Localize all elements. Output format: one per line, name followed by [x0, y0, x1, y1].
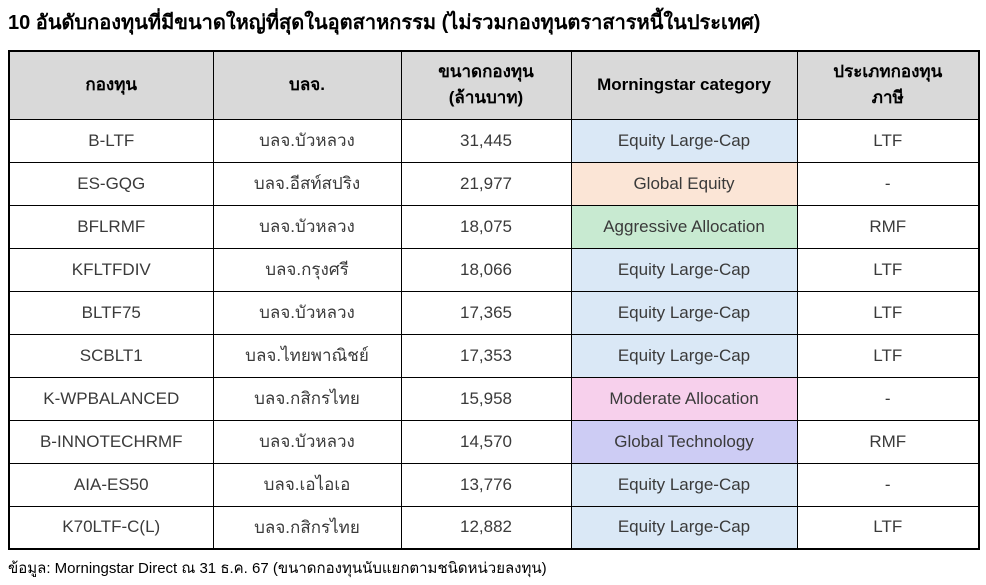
table-body: B-LTF บลจ.บัวหลวง 31,445 Equity Large-Ca… — [8, 118, 980, 550]
fund-size-cell: 17,353 — [400, 333, 572, 378]
column-header-tax-type: ประเภทกองทุน ภาษี — [796, 50, 980, 120]
tax-type-cell: LTF — [796, 118, 980, 163]
tax-type-cell: - — [796, 376, 980, 421]
amc-cell: บลจ.บัวหลวง — [212, 419, 402, 464]
fund-name-cell: BLTF75 — [8, 290, 214, 335]
amc-cell: บลจ.เอไอเอ — [212, 462, 402, 507]
table-row: BLTF75 บลจ.บัวหลวง 17,365 Equity Large-C… — [8, 290, 980, 335]
column-header-size-line2: (ล้านบาท) — [448, 88, 524, 108]
category-cell: Moderate Allocation — [570, 376, 798, 421]
category-cell: Equity Large-Cap — [570, 118, 798, 163]
table-header: กองทุน บลจ. ขนาดกองทุน (ล้านบาท) Morning… — [8, 50, 980, 120]
page-title: 10 อันดับกองทุนที่มีขนาดใหญ่ที่สุดในอุตส… — [8, 12, 761, 34]
fund-size-cell: 12,882 — [400, 505, 572, 550]
column-header-amc: บลจ. — [212, 50, 402, 120]
amc-cell: บลจ.บัวหลวง — [212, 290, 402, 335]
tax-type-cell: LTF — [796, 290, 980, 335]
column-header-category: Morningstar category — [570, 50, 798, 120]
header-row: กองทุน บลจ. ขนาดกองทุน (ล้านบาท) Morning… — [8, 50, 980, 120]
fund-size-cell: 15,958 — [400, 376, 572, 421]
fund-name-cell: K-WPBALANCED — [8, 376, 214, 421]
category-cell: Aggressive Allocation — [570, 204, 798, 249]
category-cell: Equity Large-Cap — [570, 462, 798, 507]
table-row: K-WPBALANCED บลจ.กสิกรไทย 15,958 Moderat… — [8, 376, 980, 421]
fund-name-cell: SCBLT1 — [8, 333, 214, 378]
tax-type-cell: - — [796, 161, 980, 206]
column-header-tax-line2: ภาษี — [871, 88, 904, 108]
fund-size-cell: 13,776 — [400, 462, 572, 507]
category-cell: Equity Large-Cap — [570, 505, 798, 550]
category-cell: Global Technology — [570, 419, 798, 464]
tax-type-cell: RMF — [796, 419, 980, 464]
fund-size-cell: 21,977 — [400, 161, 572, 206]
fund-name-cell: B-INNOTECHRMF — [8, 419, 214, 464]
fund-name-cell: B-LTF — [8, 118, 214, 163]
category-cell: Equity Large-Cap — [570, 333, 798, 378]
fund-size-cell: 18,066 — [400, 247, 572, 292]
table-row: KFLTFDIV บลจ.กรุงศรี 18,066 Equity Large… — [8, 247, 980, 292]
source-note: ข้อมูล: Morningstar Direct ณ 31 ธ.ค. 67 … — [8, 560, 547, 577]
table-row: ES-GQG บลจ.อีสท์สปริง 21,977 Global Equi… — [8, 161, 980, 206]
amc-cell: บลจ.ไทยพาณิชย์ — [212, 333, 402, 378]
fund-size-cell: 14,570 — [400, 419, 572, 464]
tax-type-cell: LTF — [796, 333, 980, 378]
column-header-fund: กองทุน — [8, 50, 214, 120]
category-cell: Equity Large-Cap — [570, 290, 798, 335]
tax-type-cell: - — [796, 462, 980, 507]
amc-cell: บลจ.กสิกรไทย — [212, 505, 402, 550]
tax-type-cell: RMF — [796, 204, 980, 249]
tax-type-cell: LTF — [796, 247, 980, 292]
amc-cell: บลจ.กสิกรไทย — [212, 376, 402, 421]
column-header-size: ขนาดกองทุน (ล้านบาท) — [400, 50, 572, 120]
category-cell: Global Equity — [570, 161, 798, 206]
table-row: SCBLT1 บลจ.ไทยพาณิชย์ 17,353 Equity Larg… — [8, 333, 980, 378]
table-row: BFLRMF บลจ.บัวหลวง 18,075 Aggressive All… — [8, 204, 980, 249]
fund-name-cell: AIA-ES50 — [8, 462, 214, 507]
tax-type-cell: LTF — [796, 505, 980, 550]
table-row: B-INNOTECHRMF บลจ.บัวหลวง 14,570 Global … — [8, 419, 980, 464]
amc-cell: บลจ.อีสท์สปริง — [212, 161, 402, 206]
category-cell: Equity Large-Cap — [570, 247, 798, 292]
funds-table: กองทุน บลจ. ขนาดกองทุน (ล้านบาท) Morning… — [8, 50, 980, 550]
fund-size-cell: 17,365 — [400, 290, 572, 335]
amc-cell: บลจ.กรุงศรี — [212, 247, 402, 292]
fund-name-cell: BFLRMF — [8, 204, 214, 249]
column-header-size-line1: ขนาดกองทุน — [438, 62, 534, 82]
amc-cell: บลจ.บัวหลวง — [212, 118, 402, 163]
column-header-tax-line1: ประเภทกองทุน — [833, 62, 943, 82]
amc-cell: บลจ.บัวหลวง — [212, 204, 402, 249]
fund-size-cell: 31,445 — [400, 118, 572, 163]
fund-name-cell: KFLTFDIV — [8, 247, 214, 292]
table-row: B-LTF บลจ.บัวหลวง 31,445 Equity Large-Ca… — [8, 118, 980, 163]
table-row: K70LTF-C(L) บลจ.กสิกรไทย 12,882 Equity L… — [8, 505, 980, 550]
fund-name-cell: ES-GQG — [8, 161, 214, 206]
fund-size-cell: 18,075 — [400, 204, 572, 249]
fund-name-cell: K70LTF-C(L) — [8, 505, 214, 550]
table-row: AIA-ES50 บลจ.เอไอเอ 13,776 Equity Large-… — [8, 462, 980, 507]
